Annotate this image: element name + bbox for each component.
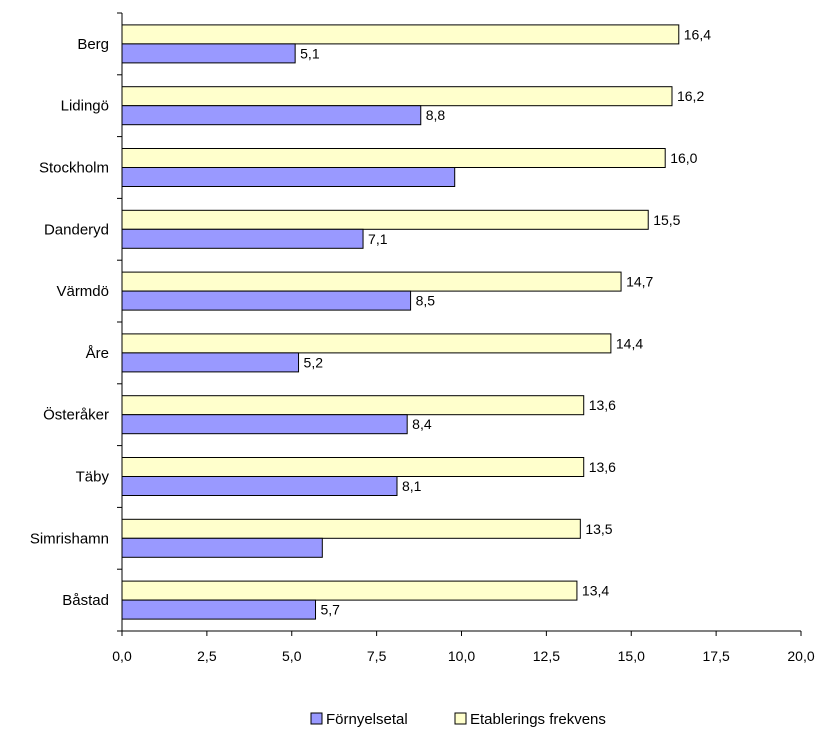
category-label-3: Danderyd <box>44 221 109 238</box>
legend-swatch-fornyelsetal <box>310 712 323 725</box>
bar-fornyelsetal-0 <box>121 43 296 64</box>
bar-fornyelsetal-7 <box>121 476 398 496</box>
bar-fornyelsetal-1 <box>121 105 422 126</box>
data-label-etablerings-4: 14,7 <box>626 274 653 290</box>
category-label-9: Båstad <box>62 592 109 609</box>
category-label-5: Åre <box>86 345 109 362</box>
data-label-fornyelsetal-9: 5,7 <box>321 602 341 618</box>
bar-fornyelsetal-3 <box>121 228 364 249</box>
data-label-fornyelsetal-1: 8,8 <box>426 107 446 123</box>
bar-etablerings-6 <box>121 395 585 416</box>
data-label-fornyelsetal-0: 5,1 <box>300 45 320 61</box>
x-tick-label-5: 12,5 <box>533 648 560 664</box>
x-tick-label-8: 20,0 <box>787 648 814 664</box>
bar-etablerings-2 <box>121 148 666 168</box>
data-label-etablerings-2: 16,0 <box>670 150 697 166</box>
category-label-2: Stockholm <box>39 160 109 177</box>
bar-etablerings-8 <box>121 518 581 539</box>
bar-fornyelsetal-9 <box>121 599 317 620</box>
x-tick-label-4: 10,0 <box>448 648 475 664</box>
category-label-0: Berg <box>77 36 109 53</box>
labels-layer: 16,4 5,1 Berg 16,2 8,8 Lidingö 16,0 Stockholm 15… <box>30 26 815 664</box>
bar-etablerings-9 <box>121 580 578 601</box>
category-label-7: Täby <box>76 469 110 486</box>
bar-etablerings-5 <box>121 333 612 354</box>
category-label-1: Lidingö <box>61 98 109 115</box>
category-label-8: Simrishamn <box>30 530 109 547</box>
data-label-etablerings-5: 14,4 <box>616 335 643 351</box>
bar-etablerings-7 <box>121 457 585 477</box>
bar-etablerings-3 <box>121 209 649 230</box>
data-label-fornyelsetal-4: 8,5 <box>416 293 436 309</box>
bar-etablerings-4 <box>121 271 622 292</box>
bar-fornyelsetal-8 <box>121 537 323 558</box>
bar-fornyelsetal-2 <box>121 167 456 187</box>
x-tick-label-7: 17,5 <box>703 648 730 664</box>
axes-layer <box>117 12 802 636</box>
data-label-fornyelsetal-3: 7,1 <box>368 231 388 247</box>
x-tick-label-2: 5,0 <box>282 648 302 664</box>
bar-fornyelsetal-4 <box>121 290 412 311</box>
bar-fornyelsetal-5 <box>121 352 300 373</box>
data-label-etablerings-6: 13,6 <box>589 397 616 413</box>
x-tick-label-1: 2,5 <box>197 648 217 664</box>
data-label-fornyelsetal-6: 8,4 <box>412 416 432 432</box>
data-label-fornyelsetal-7: 8,1 <box>402 478 422 494</box>
legend-label-fornyelsetal: Förnyelsetal <box>326 711 408 728</box>
data-label-etablerings-0: 16,4 <box>684 26 711 42</box>
bar-fornyelsetal-6 <box>121 414 408 435</box>
data-label-fornyelsetal-5: 5,2 <box>304 354 324 370</box>
data-label-etablerings-7: 13,6 <box>589 459 616 475</box>
x-tick-label-6: 15,0 <box>618 648 645 664</box>
legend: Förnyelsetal Etablerings frekvens <box>310 711 606 728</box>
data-label-etablerings-9: 13,4 <box>582 583 609 599</box>
category-label-6: Österåker <box>43 406 109 424</box>
data-label-etablerings-1: 16,2 <box>677 88 704 104</box>
x-tick-label-0: 0,0 <box>112 648 132 664</box>
x-tick-label-3: 7,5 <box>367 648 387 664</box>
category-label-4: Värmdö <box>56 283 109 300</box>
data-label-etablerings-3: 15,5 <box>653 212 680 228</box>
bar-etablerings-1 <box>121 86 673 107</box>
legend-swatch-etablerings <box>454 712 467 725</box>
data-label-etablerings-8: 13,5 <box>585 521 612 537</box>
legend-label-etablerings: Etablerings frekvens <box>470 711 606 728</box>
bar-etablerings-0 <box>121 24 680 45</box>
